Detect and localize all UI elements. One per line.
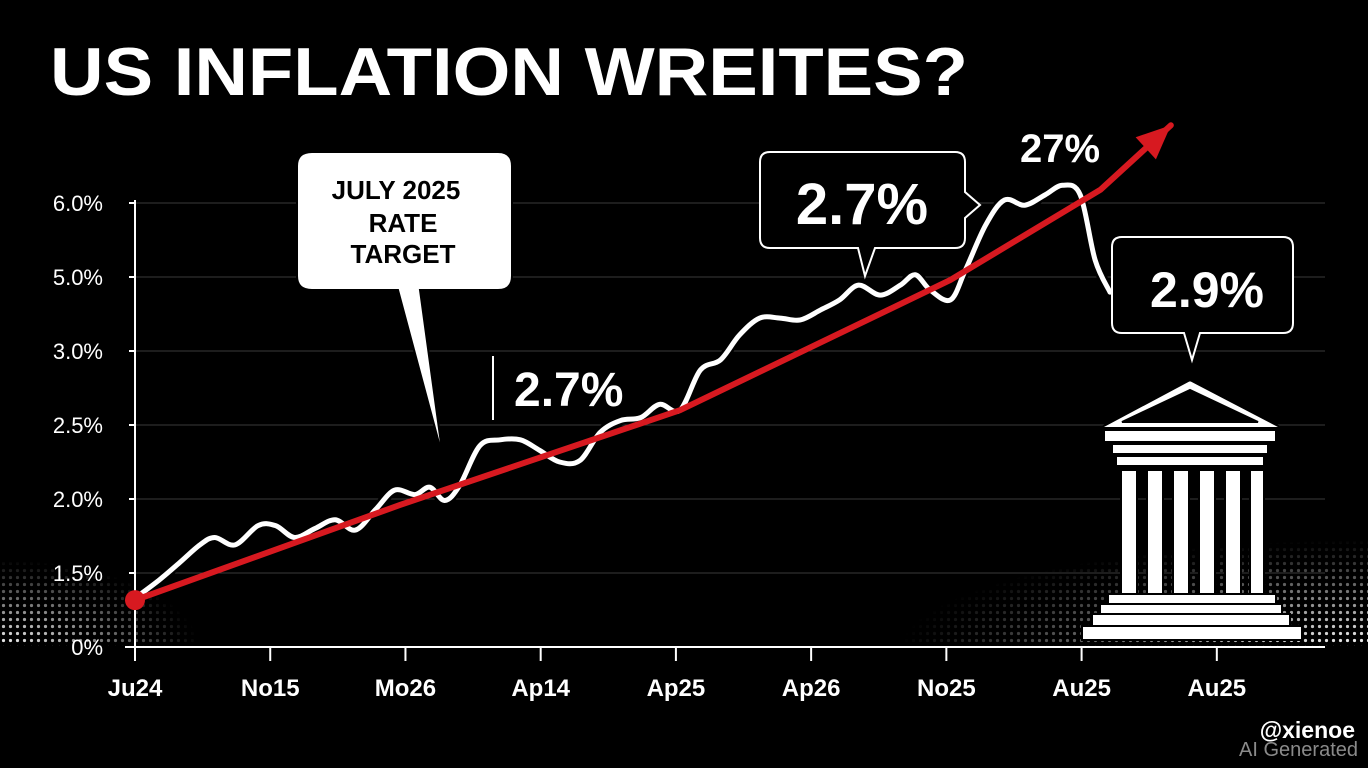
footer-band	[0, 646, 1368, 768]
callout: JULY 2025 RATE TARGET	[296, 151, 513, 459]
y-tick-label: 2.5%	[53, 413, 103, 438]
callout-text: JULY 2025	[332, 175, 461, 205]
credit: @xienoe	[1260, 717, 1355, 743]
callout-text: 2.7%	[796, 172, 928, 237]
chart-title: US INFLATION WREITES?	[50, 34, 968, 110]
x-tick-label: No15	[241, 675, 300, 702]
arrowhead	[1135, 125, 1171, 160]
callout-box	[759, 151, 982, 280]
annotation-label: 2.7%	[514, 364, 623, 417]
y-tick-label: 3.0%	[53, 339, 103, 364]
x-tick-label: Ap26	[782, 675, 841, 702]
y-tick-label: 6.0%	[53, 191, 103, 216]
callout-text: TARGET	[351, 239, 456, 269]
y-tick-label: 2.0%	[53, 487, 103, 512]
data-line	[132, 182, 1113, 601]
callout-text: 2.9%	[1150, 262, 1264, 318]
x-tick-label: Mo26	[375, 675, 436, 702]
x-tick-label: Au25	[1187, 675, 1246, 702]
x-tick-label: No25	[917, 675, 976, 702]
callout-box	[296, 151, 513, 459]
callout-text: RATE	[369, 208, 438, 238]
data-line	[132, 122, 1174, 604]
y-tick-label: 1.5%	[53, 561, 103, 586]
building-icon	[1081, 378, 1303, 641]
annotation-label: 27%	[1020, 127, 1100, 171]
y-tick-label: 0%	[71, 635, 103, 660]
start-point	[125, 590, 145, 611]
x-tick-label: Ap25	[647, 675, 706, 702]
x-tick-label: Ap14	[511, 675, 570, 702]
y-tick-label: 5.0%	[53, 265, 103, 290]
x-tick-label: Au25	[1052, 675, 1111, 702]
x-tick-label: Ju24	[108, 675, 163, 702]
watermark: AI Generated	[1239, 739, 1358, 761]
callout-box	[1111, 236, 1294, 364]
